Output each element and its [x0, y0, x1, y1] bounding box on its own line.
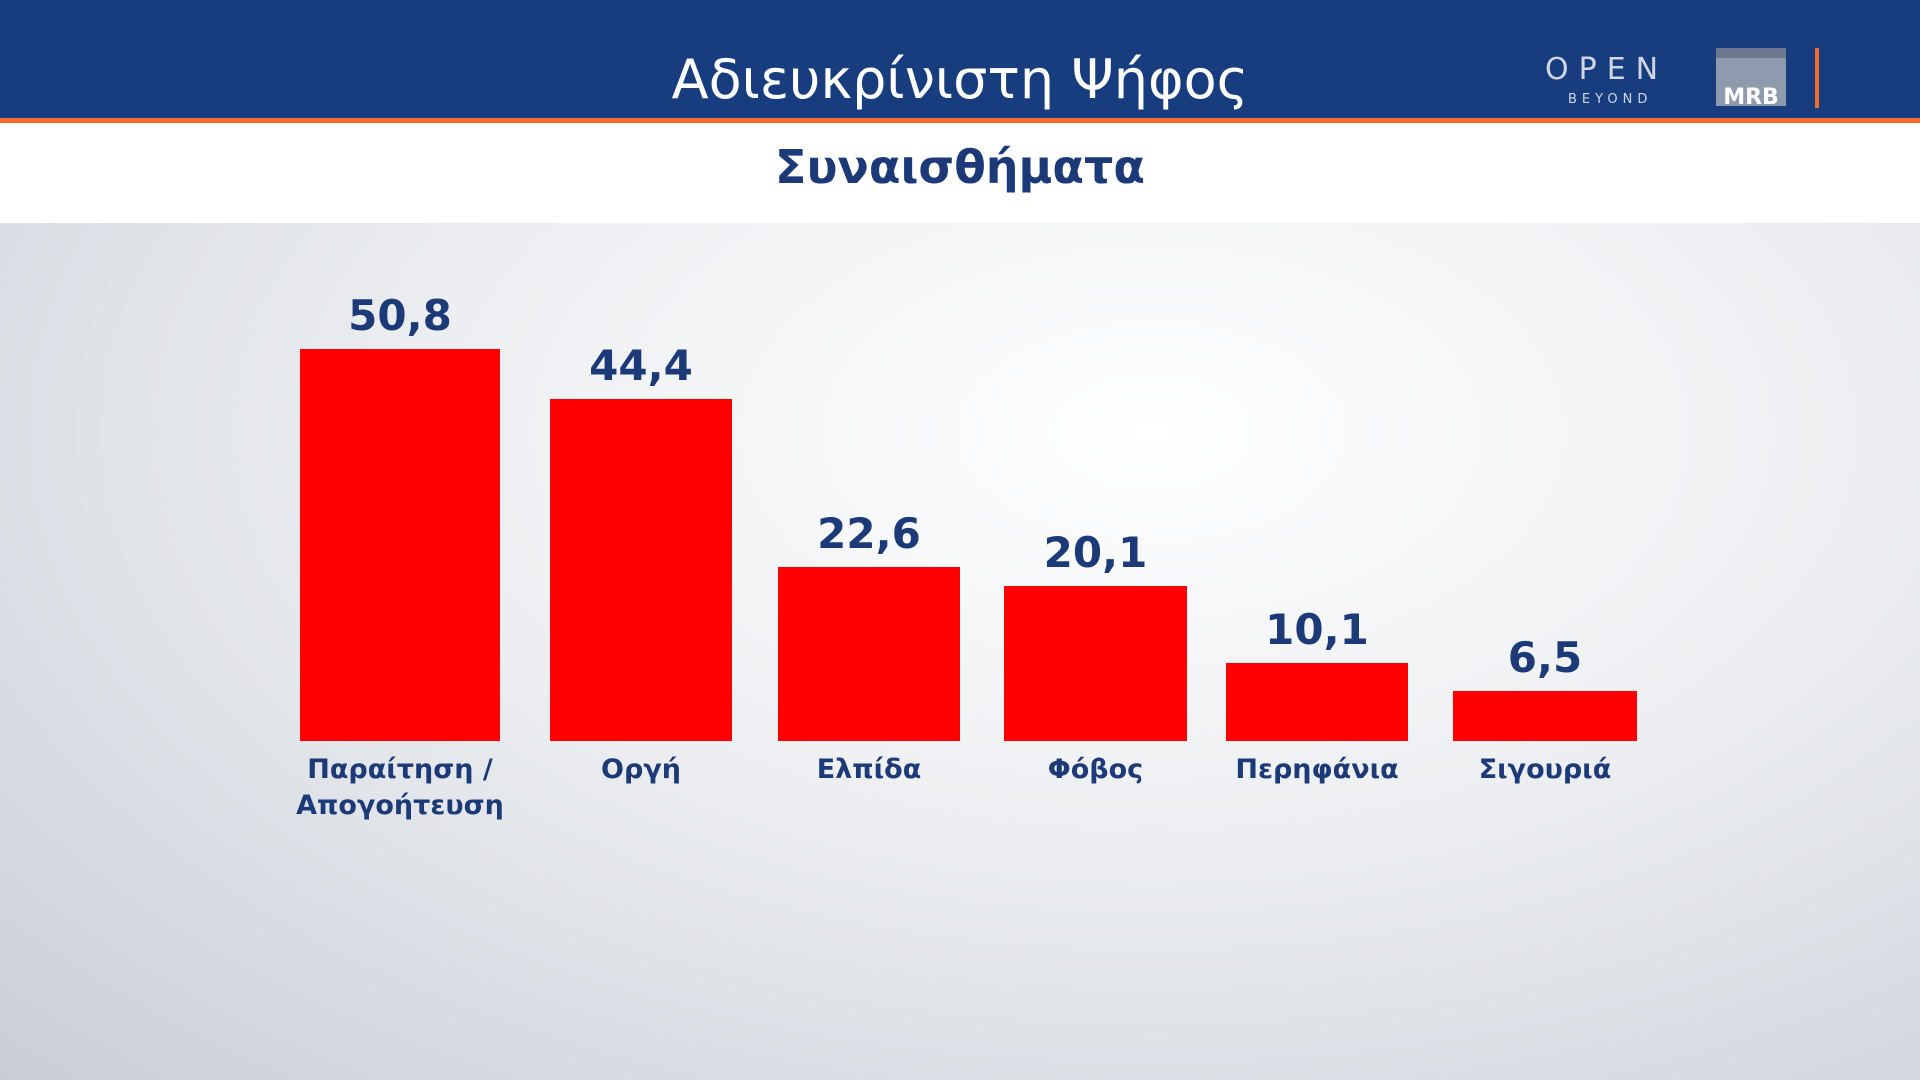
- category-label: Φόβος: [1047, 754, 1144, 785]
- bar: [1453, 690, 1637, 741]
- subtitle-band: [0, 123, 1920, 223]
- category-label: Ελπίδα: [816, 754, 922, 785]
- chart-title: Αδιευκρίνιστη Ψήφος: [671, 48, 1249, 111]
- bar: [1004, 586, 1187, 741]
- value-label: 44,4: [589, 340, 693, 390]
- category-label: Παραίτηση / Απογοήτευση: [296, 754, 504, 821]
- category-label: Οργή: [601, 754, 681, 785]
- bar: [550, 398, 732, 741]
- category-label: Σιγουριά: [1478, 754, 1612, 785]
- bar: [778, 566, 960, 741]
- bar: [300, 349, 500, 741]
- separator: [1815, 48, 1819, 108]
- value-label: 10,1: [1265, 605, 1369, 655]
- value-label: 50,8: [348, 291, 452, 341]
- header: [0, 0, 1920, 123]
- logo-beyond: BEYOND: [1568, 92, 1653, 107]
- logo-mrb: MRB: [1716, 48, 1786, 110]
- bar: [1226, 663, 1408, 741]
- category-label: Περηφάνια: [1235, 754, 1399, 785]
- value-label: 20,1: [1043, 528, 1148, 578]
- value-label: 22,6: [817, 508, 921, 558]
- logo-open: OPEN: [1545, 52, 1669, 87]
- chart-subtitle: Συναισθήματα: [775, 140, 1145, 194]
- value-label: 6,5: [1507, 632, 1583, 682]
